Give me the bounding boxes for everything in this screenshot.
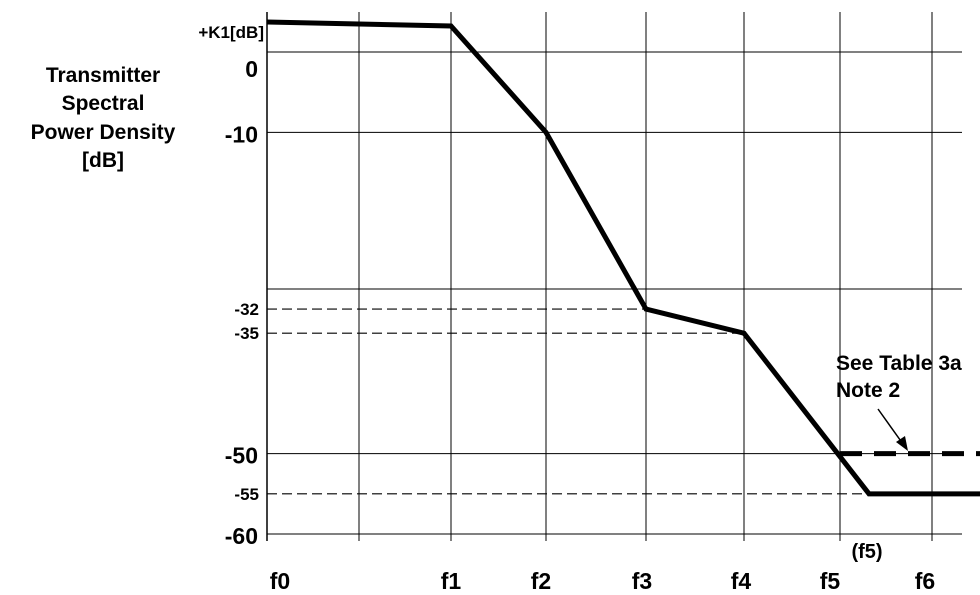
mask-series [266, 19, 980, 497]
y-axis-title-line: Transmitter [46, 64, 160, 87]
annotation-arrow-shaft [877, 408, 904, 445]
x-tick-label: f6 [915, 568, 935, 594]
y-axis-title-line: [dB] [82, 149, 124, 172]
x-tick-labels: f0 f1 f2 f3 f4 f5 f6 (f5) [270, 541, 935, 594]
x-tick-label: f4 [731, 568, 752, 594]
x-tick-label: f0 [270, 568, 290, 594]
annotation-line: See Table 3a [836, 352, 962, 375]
x-tick-label: f5 [820, 568, 841, 594]
y-tick-label: +K1[dB] [198, 23, 264, 42]
annotation-line: Note 2 [836, 379, 900, 402]
y-tick-label: -35 [234, 324, 259, 343]
y-tick-label: -10 [225, 121, 258, 147]
grid [266, 12, 962, 541]
annotation: See Table 3a Note 2 [836, 352, 962, 451]
x-tick-label: f3 [632, 568, 652, 594]
annotation-arrow-head [896, 436, 908, 451]
x-tick-label: f2 [531, 568, 551, 594]
y-axis-title-line: Spectral [62, 92, 145, 115]
y-tick-labels: +K1[dB] 0 -10 -32 -35 -50 -55 -60 [198, 23, 264, 549]
y-tick-label: -60 [225, 523, 258, 549]
y-tick-label: -32 [234, 300, 259, 319]
mask-line [266, 19, 980, 497]
y-axis-title: Transmitter Spectral Power Density [dB] [31, 64, 176, 172]
x-tick-label: f1 [441, 568, 462, 594]
y-tick-label: -55 [234, 485, 259, 504]
reference-lines [267, 308, 869, 495]
x-tick-label-f5-alt: (f5) [851, 541, 882, 563]
y-tick-label: -50 [225, 443, 258, 469]
y-axis-title-line: Power Density [31, 121, 176, 144]
y-tick-label: 0 [245, 56, 258, 82]
